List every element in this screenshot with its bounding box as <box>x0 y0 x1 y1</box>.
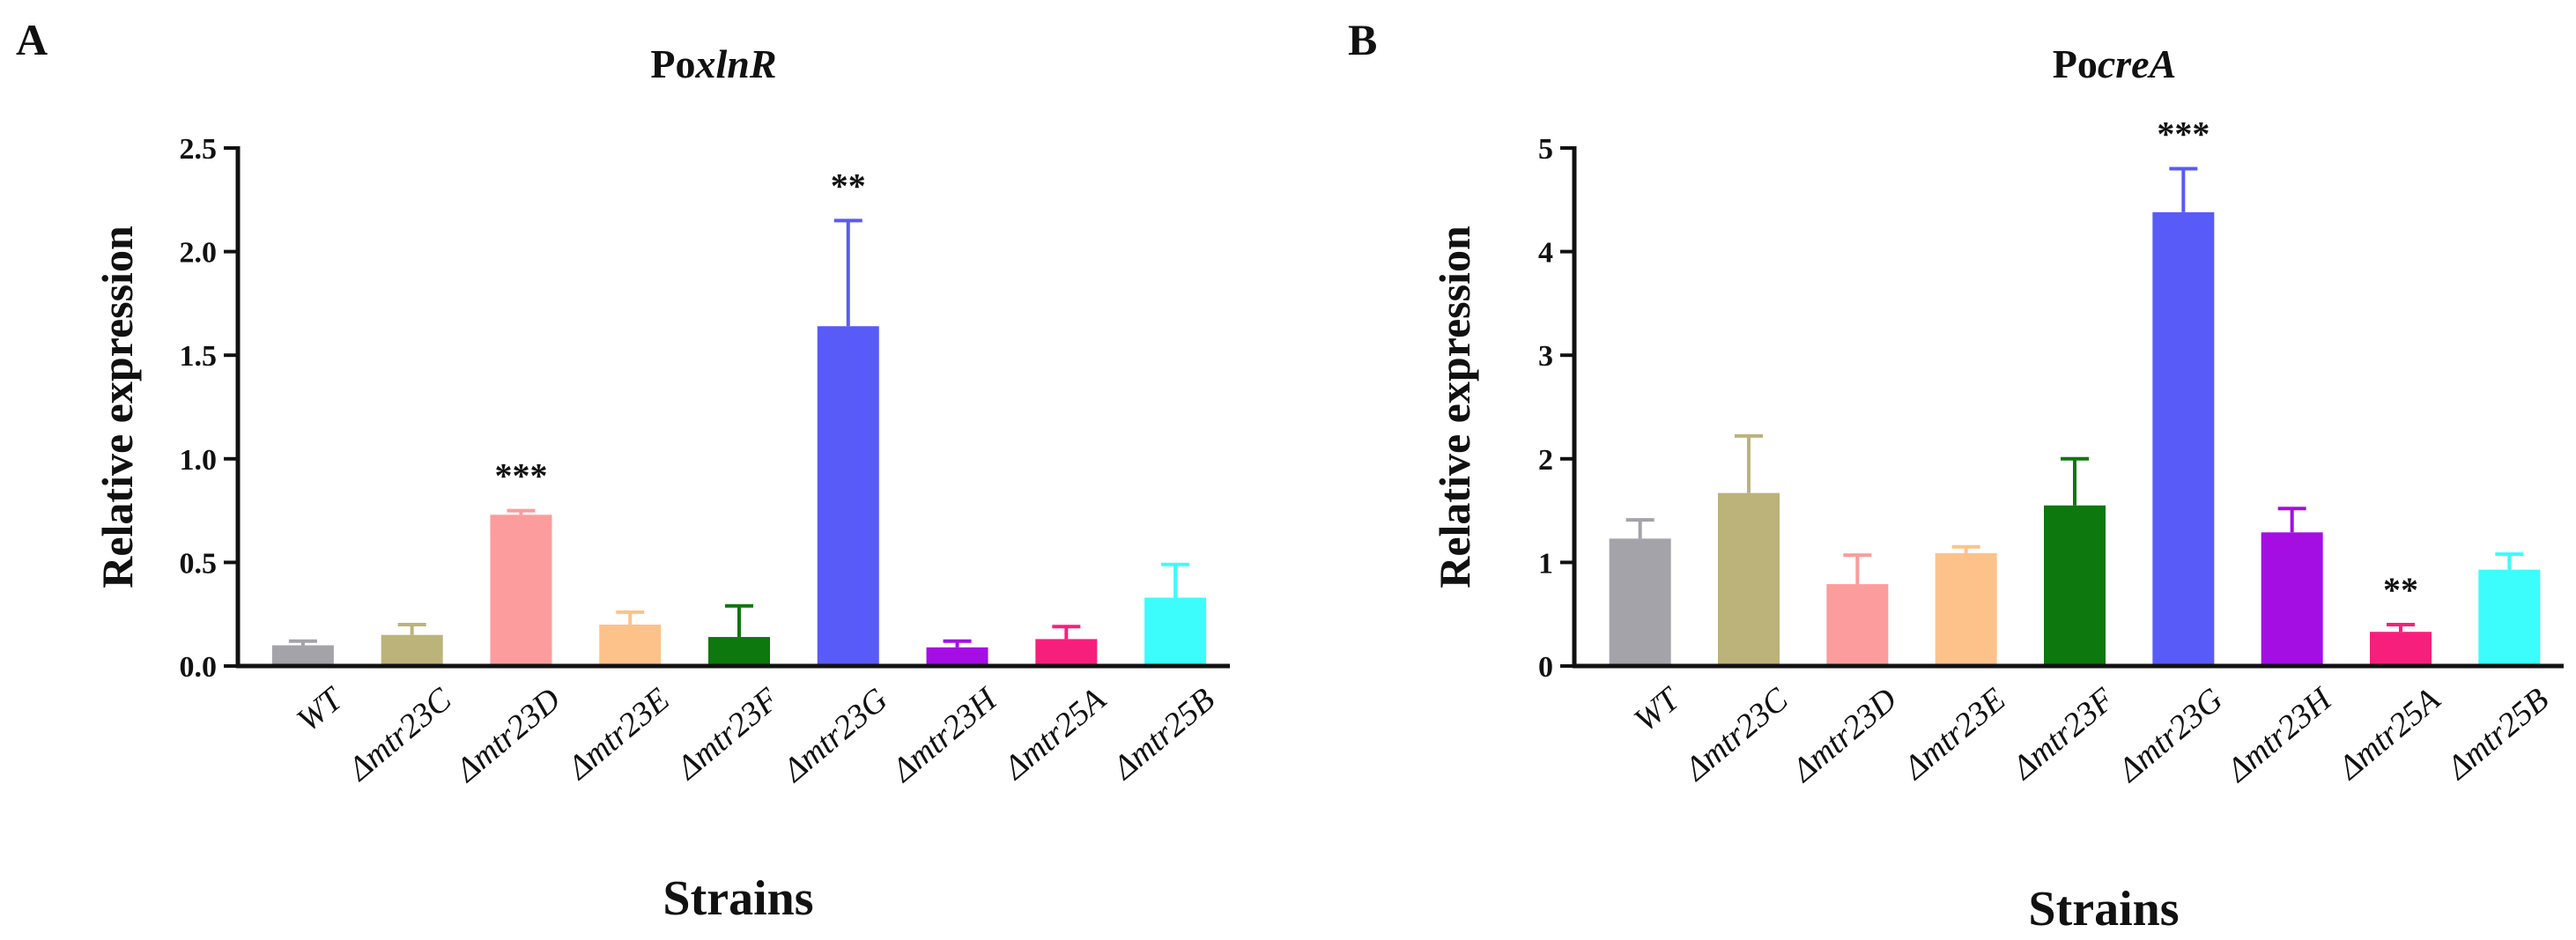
chart-title-prefix: Po <box>2053 41 2098 86</box>
y-tick-label: 1 <box>1538 547 1553 580</box>
y-tick-label: 1.0 <box>180 444 218 477</box>
x-axis-title: Strains <box>2028 882 2179 936</box>
bar <box>599 624 662 666</box>
y-tick-label: 3 <box>1538 340 1553 373</box>
category-label: Δmtr23E <box>1895 681 2012 788</box>
bar <box>817 326 879 666</box>
y-tick-label: 2.0 <box>180 237 218 270</box>
bar <box>1035 639 1098 666</box>
bar <box>1826 584 1889 666</box>
chart-title: PoxlnR <box>650 41 776 86</box>
category-label: Δmtr25A <box>996 680 1114 788</box>
y-axis-title: Relative expression <box>93 226 142 588</box>
bar <box>490 514 552 666</box>
bar <box>1718 492 1780 666</box>
bar <box>1609 538 1671 666</box>
bar <box>1144 597 1207 666</box>
category-label: Δmtr23F <box>2004 680 2122 788</box>
bar <box>271 645 334 666</box>
bar <box>926 647 988 666</box>
category-label: Δmtr23G <box>774 681 894 790</box>
significance-marker: *** <box>2157 115 2210 154</box>
bar <box>2044 505 2106 666</box>
category-label: Δmtr23D <box>448 681 567 790</box>
y-tick-label: 0.0 <box>180 651 218 684</box>
y-tick-label: 2.5 <box>180 133 218 166</box>
bar <box>2370 632 2432 666</box>
chart-title-gene: xlnR <box>695 41 777 86</box>
panel-b: B PocreA Relative expression Strains 0 1 2 3 4 5 W… <box>1348 15 2564 936</box>
category-label: Δmtr25B <box>2439 681 2556 788</box>
bar <box>1935 552 1997 666</box>
category-label: Δmtr23D <box>1784 681 1904 790</box>
category-label: Δmtr23G <box>2110 681 2230 790</box>
bar <box>708 637 770 666</box>
x-axis-title: Strains <box>663 871 813 926</box>
significance-marker: ** <box>831 166 866 205</box>
bar <box>381 634 443 666</box>
chart-title-prefix: Po <box>650 41 695 86</box>
category-label: Δmtr23F <box>669 680 787 788</box>
chart-title-gene: creA <box>2098 41 2176 86</box>
y-axis-title: Relative expression <box>1430 226 1479 588</box>
category-label: Δmtr25A <box>2330 680 2448 788</box>
significance-marker: *** <box>494 456 547 496</box>
panel-a: A PoxlnR Relative expression Strains 0.0 0.5 1… <box>16 15 1230 926</box>
bar <box>2261 532 2323 666</box>
bar <box>2152 211 2215 667</box>
category-label: Δmtr25B <box>1105 681 1222 788</box>
y-tick-label: 1.5 <box>180 340 218 373</box>
category-label: WT <box>1627 679 1689 739</box>
panel-letter: B <box>1348 15 1377 64</box>
y-tick-label: 0.5 <box>180 547 218 580</box>
significance-marker: ** <box>2383 570 2418 610</box>
category-label: Δmtr23H <box>2218 679 2340 789</box>
y-tick-label: 4 <box>1538 237 1553 270</box>
bar <box>2478 569 2541 666</box>
panel-letter: A <box>16 15 48 64</box>
y-tick-label: 0 <box>1538 651 1553 684</box>
category-label: Δmtr23H <box>884 679 1005 789</box>
y-tick-label: 2 <box>1538 444 1553 477</box>
category-label: Δmtr23C <box>340 681 459 789</box>
category-label: WT <box>290 679 352 739</box>
chart-title: PocreA <box>2053 41 2177 86</box>
category-label: Δmtr23E <box>559 681 677 788</box>
category-label: Δmtr23C <box>1677 681 1795 789</box>
y-tick-label: 5 <box>1538 133 1553 166</box>
